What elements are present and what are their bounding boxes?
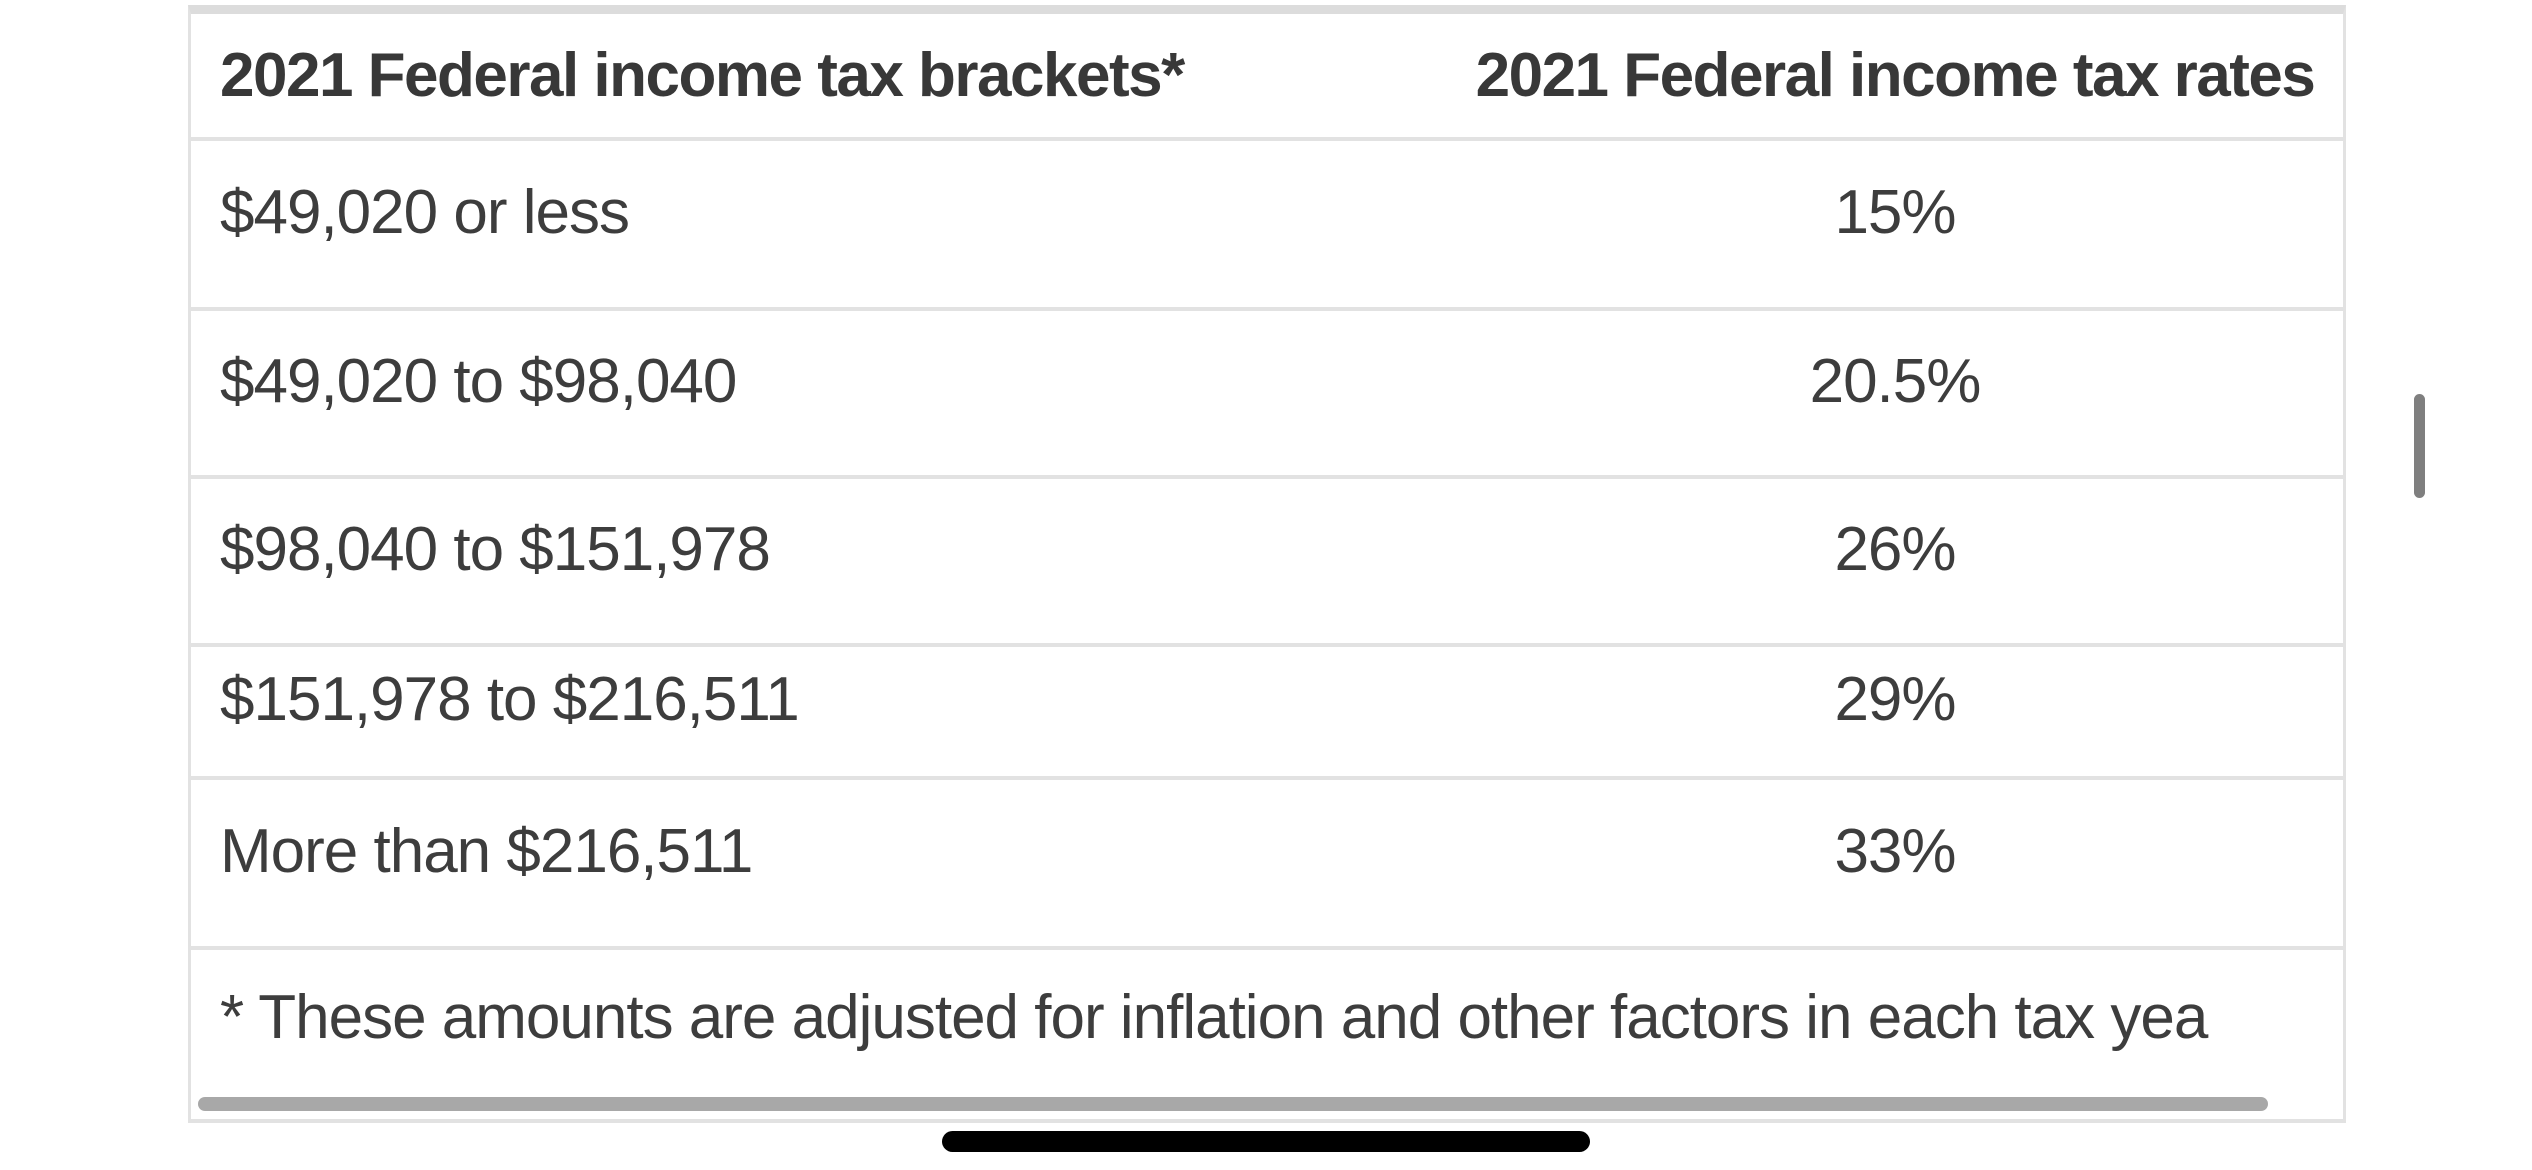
rate-cell: 26% <box>1834 514 1956 584</box>
home-indicator-bar[interactable] <box>942 1131 1590 1152</box>
bracket-cell: $49,020 to $98,040 <box>220 346 737 416</box>
vertical-scrollbar-thumb[interactable] <box>2414 394 2425 498</box>
rate-cell: 15% <box>1834 177 1956 247</box>
table-row: More than $216,511 33% <box>191 780 2343 950</box>
bracket-cell: $49,020 or less <box>220 177 630 247</box>
footnote-text: * These amounts are adjusted for inflati… <box>220 983 2208 1052</box>
table-row: $49,020 to $98,040 20.5% <box>191 311 2343 479</box>
table-row: $49,020 or less 15% <box>191 141 2343 311</box>
column-header-brackets: 2021 Federal income tax brackets* <box>220 41 1185 110</box>
table-row: $151,978 to $216,511 29% <box>191 647 2343 780</box>
rate-cell: 33% <box>1834 816 1956 886</box>
table-footnote-row: * These amounts are adjusted for inflati… <box>191 950 2343 1123</box>
column-header-rates: 2021 Federal income tax rates <box>1475 41 2316 110</box>
horizontal-scrollbar-thumb[interactable] <box>198 1097 2268 1111</box>
bracket-cell: $151,978 to $216,511 <box>220 665 800 734</box>
rate-cell: 20.5% <box>1809 346 1982 416</box>
tax-brackets-table: 2021 Federal income tax brackets* 2021 F… <box>188 5 2346 1123</box>
table-row: $98,040 to $151,978 26% <box>191 479 2343 647</box>
bracket-cell: $98,040 to $151,978 <box>220 514 771 584</box>
bracket-cell: More than $216,511 <box>220 816 753 886</box>
rate-cell: 29% <box>1834 665 1956 734</box>
table-header-row: 2021 Federal income tax brackets* 2021 F… <box>191 14 2343 141</box>
